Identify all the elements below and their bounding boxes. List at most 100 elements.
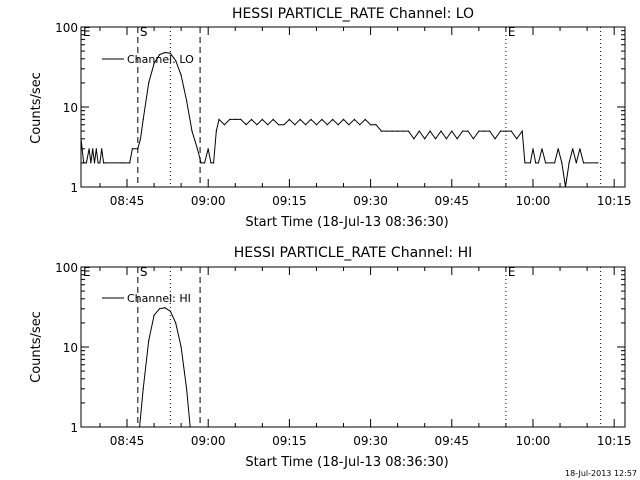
series-point: [103, 162, 105, 164]
series-point: [92, 148, 94, 150]
series-point: [529, 162, 531, 164]
series-point: [204, 162, 206, 164]
series-point: [467, 130, 469, 132]
series-line: [80, 51, 598, 188]
series-point: [121, 162, 123, 164]
series-point: [93, 162, 96, 164]
series-point: [537, 162, 540, 164]
y-tick-label: 1: [70, 421, 78, 435]
series-point: [429, 130, 431, 132]
legend: Channel: HI: [102, 292, 191, 305]
x-tick-label: 09:45: [434, 194, 469, 208]
y-tick-label: 1: [70, 181, 78, 195]
series-point: [139, 138, 142, 140]
chart-title: HESSI PARTICLE_RATE Channel: HI: [234, 245, 472, 261]
series-point: [215, 130, 217, 132]
legend: Channel: LO: [102, 53, 194, 66]
series-point: [348, 124, 350, 126]
series-point: [142, 388, 144, 390]
series-point: [169, 310, 171, 312]
series-point: [139, 426, 141, 428]
series-point: [434, 138, 437, 140]
series-point: [213, 162, 215, 164]
series-point: [267, 124, 269, 126]
series-point: [305, 124, 307, 126]
series-point: [332, 118, 334, 120]
x-tick-label: 09:00: [191, 194, 226, 208]
series-point: [223, 124, 225, 126]
series-point: [545, 162, 547, 164]
series-point: [557, 148, 559, 150]
series-point: [180, 346, 182, 348]
series-point: [364, 118, 366, 120]
series-point: [505, 130, 507, 132]
x-tick-label: 09:45: [434, 434, 469, 448]
series-point: [85, 162, 87, 164]
series-point: [99, 162, 101, 164]
x-tick-label: 10:00: [516, 194, 551, 208]
panel-hi-channel: HESSI PARTICLE_RATE Channel: HI Counts/s…: [29, 245, 631, 470]
footer-timestamp: 18-Jul-2013 12:57: [565, 469, 637, 478]
x-axis-label: Start Time (18-Jul-13 08:36:30): [245, 455, 448, 470]
series-point: [380, 130, 382, 132]
series-point: [80, 138, 82, 140]
series-point: [90, 162, 92, 164]
series-point: [83, 162, 85, 164]
marker-label: S: [140, 265, 148, 279]
series-point: [424, 138, 426, 140]
x-tick-label: 09:15: [272, 434, 307, 448]
series-point: [572, 148, 574, 150]
series-point: [310, 118, 312, 120]
series-point: [234, 118, 236, 120]
series-point: [418, 130, 420, 132]
series-point: [137, 148, 139, 150]
x-tick-label: 10:15: [597, 194, 632, 208]
series-point: [245, 124, 247, 126]
plot-frame: [80, 26, 626, 188]
series-point: [169, 52, 171, 54]
series-point: [353, 118, 355, 120]
series-point: [326, 124, 328, 126]
series-point: [196, 148, 198, 150]
series-point: [524, 162, 526, 164]
legend-label: Channel: HI: [127, 292, 191, 305]
series-point: [186, 100, 188, 102]
series-point: [164, 307, 166, 309]
series-point: [499, 130, 502, 132]
x-tick-label: 09:00: [191, 434, 226, 448]
series-point: [200, 162, 202, 164]
series-point: [158, 54, 161, 56]
series-point: [597, 162, 599, 164]
chart-title: HESSI PARTICLE_RATE Channel: LO: [232, 6, 474, 22]
series-point: [445, 138, 447, 140]
x-tick-label: 09:30: [353, 434, 388, 448]
series-point: [240, 118, 242, 120]
y-tick-label: 10: [63, 341, 78, 355]
x-tick-label: 09:15: [272, 194, 307, 208]
series-point: [541, 148, 543, 150]
x-tick-label: 09:30: [353, 194, 388, 208]
series-point: [397, 130, 399, 132]
plot-area: 08:45 09:00 09:15 09:30 09:45 10:00 10:15 1 10 10…: [55, 21, 631, 208]
series-point: [131, 148, 133, 150]
series-point: [451, 130, 453, 132]
series-point: [315, 124, 318, 126]
y-axis-label: Counts/sec: [29, 72, 44, 144]
series-point: [104, 162, 106, 164]
series-point: [288, 118, 290, 120]
series-point: [164, 51, 166, 54]
series-point: [158, 308, 161, 310]
series-point: [510, 130, 512, 132]
series-point: [191, 130, 193, 132]
series-point: [186, 388, 188, 390]
panel-lo-channel: HESSI PARTICLE_RATE Channel: LO Counts/s…: [29, 6, 631, 230]
y-tick-label: 100: [55, 21, 78, 35]
series-point: [582, 162, 585, 164]
marker-label: E: [508, 265, 516, 279]
series-point: [561, 162, 563, 164]
series-point: [95, 148, 97, 150]
series-point: [189, 426, 191, 428]
series-point: [123, 162, 125, 164]
series-point: [278, 124, 280, 126]
series-point: [440, 130, 442, 132]
